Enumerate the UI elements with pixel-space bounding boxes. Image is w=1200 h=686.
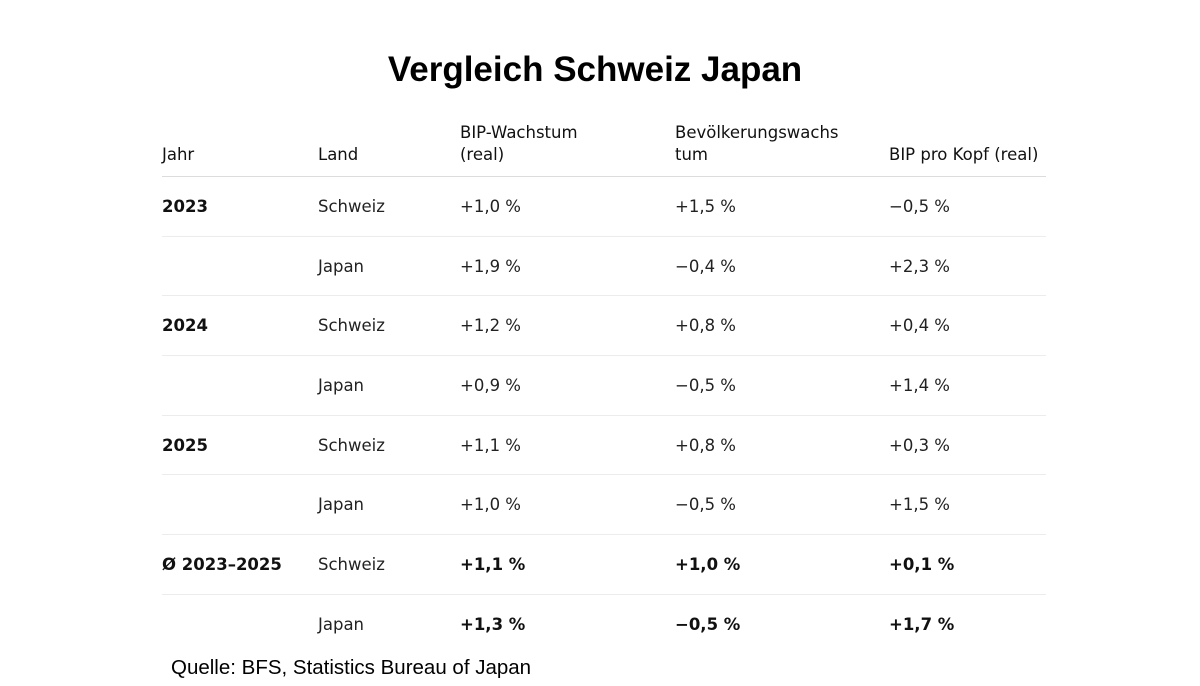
header-bip-wachstum: BIP-Wachstum (real)	[460, 123, 578, 164]
header-bip-pro-kopf: BIP pro Kopf (real)	[889, 145, 1039, 164]
cell-land: Japan	[318, 615, 365, 635]
header-land: Land	[318, 145, 359, 164]
cell-bevoelkerungswachstum: −0,5 %	[675, 495, 736, 515]
cell-land: Schweiz	[318, 196, 385, 216]
cell-bip-pro-kopf: +1,7 %	[889, 615, 955, 635]
cell-land: Japan	[318, 495, 365, 515]
cell-bip-wachstum: +1,0 %	[460, 495, 521, 515]
cell-bip-wachstum: +1,2 %	[460, 316, 521, 336]
cell-bevoelkerungswachstum: +0,8 %	[675, 316, 736, 336]
comparison-table: Jahr Land BIP-Wachstum (real) Bevölkerun…	[162, 120, 1046, 655]
cell-bip-wachstum: +1,3 %	[460, 615, 526, 635]
cell-bip-wachstum: +1,9 %	[460, 256, 521, 276]
table-row: 2024 Schweiz +1,2 % +0,8 % +0,4 %	[162, 296, 1046, 357]
cell-bip-wachstum: +1,1 %	[460, 554, 526, 574]
cell-bip-pro-kopf: +1,5 %	[889, 495, 950, 515]
cell-bevoelkerungswachstum: +1,5 %	[675, 196, 736, 216]
cell-bip-pro-kopf: −0,5 %	[889, 196, 950, 216]
page-title: Vergleich Schweiz Japan	[387, 50, 803, 89]
cell-bevoelkerungswachstum: +0,8 %	[675, 435, 736, 455]
cell-land: Japan	[318, 256, 365, 276]
cell-bevoelkerungswachstum: −0,5 %	[675, 615, 741, 635]
cell-bip-pro-kopf: +0,4 %	[889, 316, 950, 336]
cell-jahr: 2024	[162, 316, 208, 336]
cell-bip-wachstum: +1,0 %	[460, 196, 521, 216]
cell-jahr: Ø 2023–2025	[162, 554, 282, 574]
cell-bevoelkerungswachstum: +1,0 %	[675, 554, 741, 574]
cell-bevoelkerungswachstum: −0,5 %	[675, 375, 736, 395]
cell-bip-pro-kopf: +1,4 %	[889, 375, 950, 395]
table-row: Japan +1,0 % −0,5 % +1,5 %	[162, 475, 1046, 536]
source-note: Quelle: BFS, Statistics Bureau of Japan	[171, 656, 532, 679]
table-row-average: Ø 2023–2025 Schweiz +1,1 % +1,0 % +0,1 %	[162, 535, 1046, 595]
header-bevoelkerungswachstum: Bevölkerungswachs tum	[675, 123, 839, 164]
cell-bip-pro-kopf: +0,1 %	[889, 554, 955, 574]
cell-bevoelkerungswachstum: −0,4 %	[675, 256, 736, 276]
cell-land: Schweiz	[318, 435, 385, 455]
table-row: Japan +1,9 % −0,4 % +2,3 %	[162, 237, 1046, 297]
cell-land: Schweiz	[318, 554, 385, 574]
cell-jahr: 2023	[162, 196, 208, 216]
cell-jahr: 2025	[162, 435, 208, 455]
cell-land: Japan	[318, 375, 365, 395]
cell-bip-pro-kopf: +0,3 %	[889, 435, 950, 455]
table-row: 2023 Schweiz +1,0 % +1,5 % −0,5 %	[162, 177, 1046, 237]
cell-bip-wachstum: +0,9 %	[460, 375, 521, 395]
cell-bip-pro-kopf: +2,3 %	[889, 256, 950, 276]
header-jahr: Jahr	[162, 145, 195, 164]
table-row: Japan +0,9 % −0,5 % +1,4 %	[162, 356, 1046, 416]
table-row-average: Japan +1,3 % −0,5 % +1,7 %	[162, 595, 1046, 655]
table-row: 2025 Schweiz +1,1 % +0,8 % +0,3 %	[162, 416, 1046, 476]
cell-bip-wachstum: +1,1 %	[460, 435, 521, 455]
cell-land: Schweiz	[318, 316, 385, 336]
table-header-row: Jahr Land BIP-Wachstum (real) Bevölkerun…	[162, 120, 1046, 177]
